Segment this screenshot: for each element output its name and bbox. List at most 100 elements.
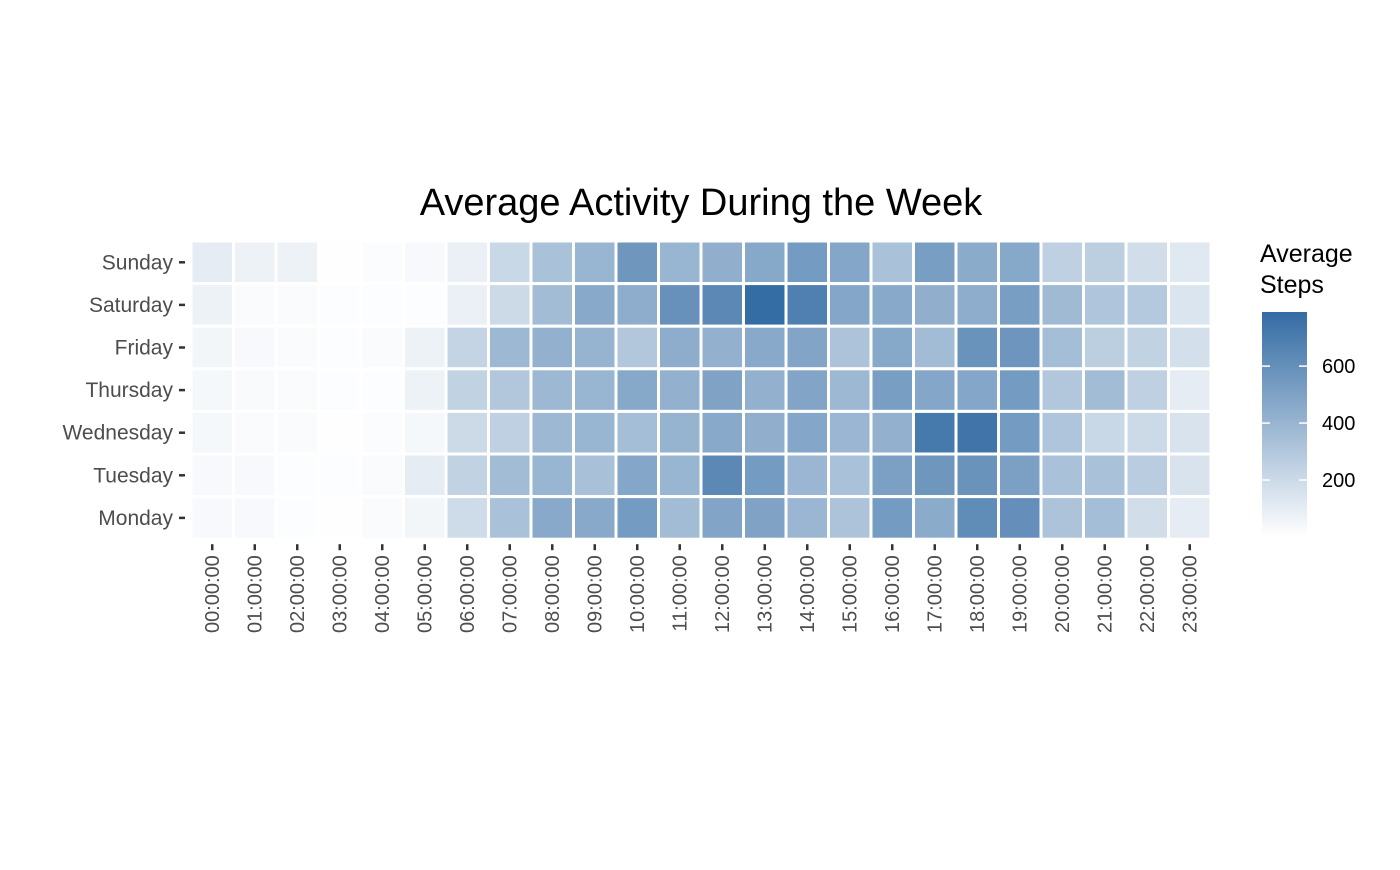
heatmap-cell-sunday-0 <box>189 239 235 286</box>
heatmap-cell-saturday-7 <box>487 282 533 328</box>
heatmap-cell-friday-8 <box>529 324 575 371</box>
heatmap-cell-saturday-22 <box>1124 282 1170 328</box>
heatmap-cell-thursday-3 <box>317 367 363 413</box>
heatmap-cell-monday-19 <box>997 495 1043 541</box>
heatmap-cell-sunday-7 <box>487 239 533 286</box>
x-tick-label-13: 13:00:00 <box>755 555 777 633</box>
heatmap-cell-friday-15 <box>827 324 873 371</box>
colorbar <box>1262 312 1307 537</box>
heatmap-cell-friday-2 <box>274 324 320 371</box>
heatmap-cell-monday-0 <box>189 495 235 541</box>
heatmap-cell-friday-22 <box>1124 324 1170 371</box>
heatmap-cell-sunday-14 <box>784 239 830 286</box>
heatmap-cell-tuesday-19 <box>997 452 1043 499</box>
heatmap-cell-friday-17 <box>912 324 958 371</box>
heatmap-cell-saturday-10 <box>614 282 660 328</box>
color-legend: Average Steps 200 400 600 <box>1260 240 1355 537</box>
heatmap-cell-monday-6 <box>444 495 490 541</box>
x-tick-label-5: 05:00:00 <box>415 555 437 633</box>
colorbar-tick-label-400: 400 <box>1322 413 1355 435</box>
heatmap-cell-tuesday-14 <box>784 452 830 499</box>
heatmap-cell-monday-8 <box>529 495 575 541</box>
heatmap-cell-tuesday-2 <box>274 452 320 499</box>
heatmap-cell-tuesday-7 <box>487 452 533 499</box>
x-tick-label-17: 17:00:00 <box>925 555 947 633</box>
heatmap-cell-tuesday-9 <box>572 452 618 499</box>
heatmap-cell-friday-1 <box>232 324 278 371</box>
colorbar-tick-label-600: 600 <box>1322 356 1355 378</box>
heatmap-cell-wednesday-3 <box>317 409 363 456</box>
y-tick-label-sunday: Sunday <box>102 251 174 274</box>
heatmap-cell-tuesday-5 <box>402 452 448 499</box>
heatmap-cell-friday-13 <box>742 324 788 371</box>
x-tick-label-14: 14:00:00 <box>797 555 819 633</box>
heatmap-cell-thursday-7 <box>487 367 533 413</box>
y-tick-label-saturday: Saturday <box>89 294 174 317</box>
heatmap-cell-thursday-19 <box>997 367 1043 413</box>
heatmap-cell-tuesday-6 <box>444 452 490 499</box>
heatmap-cell-wednesday-11 <box>657 409 703 456</box>
heatmap-cell-sunday-18 <box>954 239 1000 286</box>
heatmap-cell-tuesday-15 <box>827 452 873 499</box>
heatmap-cell-sunday-3 <box>317 239 363 286</box>
heatmap-cell-wednesday-4 <box>359 409 405 456</box>
heatmap-cell-wednesday-18 <box>954 409 1000 456</box>
heatmap-cell-monday-2 <box>274 495 320 541</box>
heatmap-cell-saturday-8 <box>529 282 575 328</box>
heatmap-cell-saturday-6 <box>444 282 490 328</box>
heatmap-cell-wednesday-7 <box>487 409 533 456</box>
heatmap-cell-friday-21 <box>1082 324 1128 371</box>
x-tick-label-15: 15:00:00 <box>840 555 862 633</box>
heatmap-cell-tuesday-16 <box>869 452 915 499</box>
y-tick-label-tuesday: Tuesday <box>93 464 173 487</box>
heatmap-cell-wednesday-22 <box>1124 409 1170 456</box>
heatmap-cell-wednesday-21 <box>1082 409 1128 456</box>
heatmap-cell-thursday-11 <box>657 367 703 413</box>
heatmap-cell-sunday-4 <box>359 239 405 286</box>
x-axis: 00:00:00 01:00:00 02:00:00 03:00:00 04:00:00… <box>202 544 1202 633</box>
heatmap-cell-sunday-22 <box>1124 239 1170 286</box>
x-tick-label-6: 06:00:00 <box>457 555 479 633</box>
heatmap-cell-saturday-2 <box>274 282 320 328</box>
heatmap-cell-sunday-20 <box>1039 239 1085 286</box>
legend-title-line-1: Average <box>1260 240 1353 268</box>
heatmap-cell-tuesday-13 <box>742 452 788 499</box>
heatmap-cell-tuesday-23 <box>1167 452 1213 499</box>
heatmap-cell-monday-22 <box>1124 495 1170 541</box>
heatmap-cell-friday-10 <box>614 324 660 371</box>
x-tick-label-22: 22:00:00 <box>1137 555 1159 633</box>
heatmap-cell-thursday-2 <box>274 367 320 413</box>
heatmap-cell-monday-3 <box>317 495 363 541</box>
heatmap-cell-monday-5 <box>402 495 448 541</box>
heatmap-cell-saturday-17 <box>912 282 958 328</box>
heatmap-cell-wednesday-2 <box>274 409 320 456</box>
heatmap-cell-tuesday-20 <box>1039 452 1085 499</box>
heatmap-cell-monday-23 <box>1167 495 1213 541</box>
heatmap-cell-sunday-6 <box>444 239 490 286</box>
heatmap-cell-thursday-23 <box>1167 367 1213 413</box>
y-tick-label-wednesday: Wednesday <box>62 422 173 445</box>
heatmap-cell-wednesday-6 <box>444 409 490 456</box>
heatmap-cell-wednesday-15 <box>827 409 873 456</box>
heatmap-cell-saturday-13 <box>742 282 788 328</box>
heatmap-cell-sunday-1 <box>232 239 278 286</box>
heatmap-cell-wednesday-13 <box>742 409 788 456</box>
heatmap-cell-wednesday-23 <box>1167 409 1213 456</box>
heatmap-cell-tuesday-8 <box>529 452 575 499</box>
heatmap-cell-wednesday-9 <box>572 409 618 456</box>
heatmap-cell-monday-7 <box>487 495 533 541</box>
heatmap-cell-sunday-8 <box>529 239 575 286</box>
heatmap-cell-thursday-21 <box>1082 367 1128 413</box>
heatmap-cell-sunday-12 <box>699 239 745 286</box>
heatmap-cell-tuesday-18 <box>954 452 1000 499</box>
heatmap-cell-monday-10 <box>614 495 660 541</box>
heatmap-cell-thursday-22 <box>1124 367 1170 413</box>
heatmap-cell-wednesday-0 <box>189 409 235 456</box>
heatmap-cell-thursday-13 <box>742 367 788 413</box>
heatmap-cell-wednesday-16 <box>869 409 915 456</box>
x-tick-label-9: 09:00:00 <box>585 555 607 633</box>
x-tick-label-1: 01:00:00 <box>245 555 267 633</box>
x-tick-label-18: 18:00:00 <box>967 555 989 633</box>
heatmap-cells <box>189 239 1213 541</box>
heatmap-cell-wednesday-19 <box>997 409 1043 456</box>
